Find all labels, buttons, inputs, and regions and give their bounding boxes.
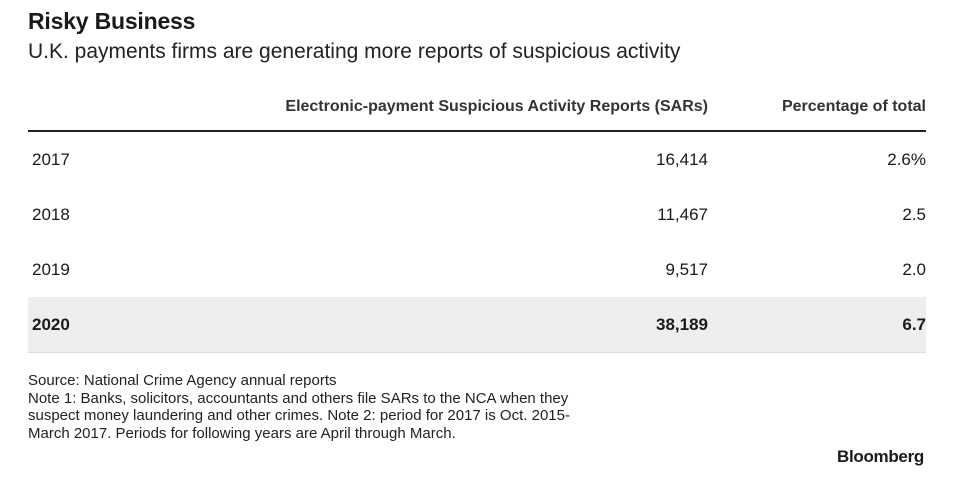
percentage-cell: 2.5 (902, 205, 926, 224)
table-row-total: 2020 38,189 6.7 (28, 297, 926, 353)
table-row: 2018 11,467 2.5 (28, 187, 926, 242)
bloomberg-logo: Bloomberg (836, 447, 924, 466)
table-row: 2017 16,414 2.6% (28, 132, 926, 187)
sars-cell: 9,517 (665, 260, 708, 279)
table-header: Electronic-payment Suspicious Activity R… (28, 88, 926, 132)
percentage-cell: 2.6% (887, 150, 926, 169)
note-line: suspect money laundering and other crime… (28, 407, 570, 424)
year-cell: 2019 (32, 260, 70, 279)
year-cell: 2020 (32, 315, 70, 334)
source-notes: Source: National Crime Agency annual rep… (28, 372, 748, 442)
source-line: Source: National Crime Agency annual rep… (28, 372, 337, 389)
percentage-cell: 6.7 (902, 315, 926, 334)
percentage-cell: 2.0 (902, 260, 926, 279)
chart-title: Risky Business (28, 8, 196, 34)
header-percentage: Percentage of total (781, 98, 926, 115)
year-cell: 2017 (32, 150, 70, 169)
table-row: 2019 9,517 2.0 (28, 242, 926, 297)
data-table: Electronic-payment Suspicious Activity R… (28, 88, 926, 353)
sars-cell: 16,414 (656, 150, 708, 169)
note-line: Note 1: Banks, solicitors, accountants a… (28, 389, 569, 407)
sars-cell: 38,189 (656, 315, 708, 334)
chart-subtitle: U.K. payments firms are generating more … (28, 40, 681, 63)
year-cell: 2018 (32, 205, 70, 224)
sars-cell: 11,467 (657, 205, 708, 224)
header-sars: Electronic-payment Suspicious Activity R… (285, 98, 708, 115)
note-line: March 2017. Periods for following years … (28, 424, 456, 442)
